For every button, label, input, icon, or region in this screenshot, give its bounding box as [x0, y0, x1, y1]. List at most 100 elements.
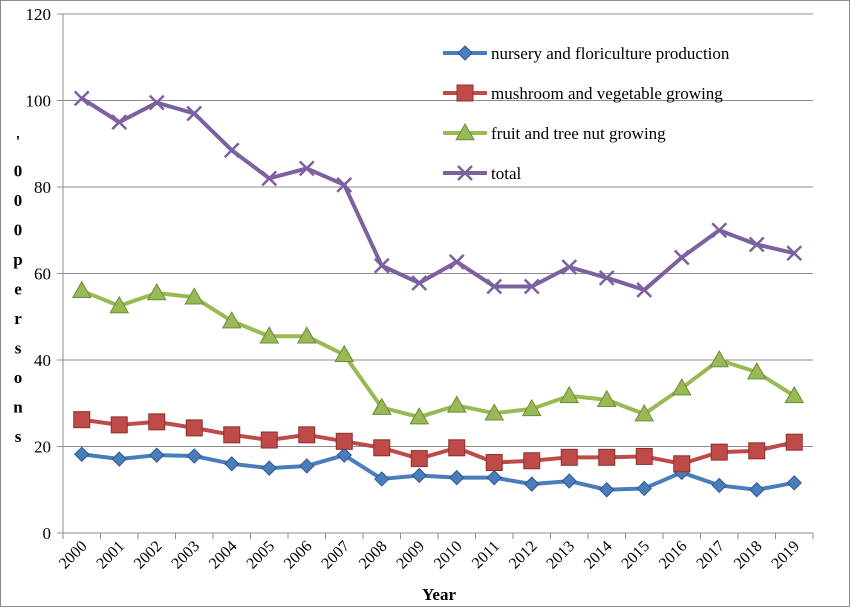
x-tick-label: 2016: [656, 538, 691, 573]
data-point: [448, 439, 466, 457]
data-point: [186, 105, 203, 122]
data-point: [786, 245, 803, 262]
data-point: [71, 280, 92, 299]
data-point: [224, 456, 240, 472]
series-total: [73, 90, 803, 298]
data-point: [486, 469, 502, 486]
legend-label: nursery and floriculture production: [491, 44, 730, 63]
x-tick-label: 2006: [281, 538, 316, 573]
data-point: [373, 257, 390, 274]
data-point: [259, 326, 280, 344]
x-tick-label: 2013: [543, 538, 578, 573]
x-tick-label: 2008: [356, 538, 391, 573]
y-axis-title-char: ': [16, 132, 21, 151]
x-tick-label: 2001: [93, 538, 128, 573]
data-point: [298, 160, 315, 177]
y-tick-labels: 0 20 40 60 80 100 120: [26, 5, 52, 543]
x-tick-label: 2007: [318, 538, 353, 573]
data-point: [110, 416, 128, 434]
data-point: [671, 378, 692, 396]
x-tick-label: 2004: [206, 538, 241, 573]
data-point: [748, 442, 766, 460]
data-point: [411, 467, 427, 484]
series-nursery-and-floriculture-production: [74, 446, 802, 498]
data-point: [599, 482, 615, 498]
data-point: [111, 114, 128, 131]
legend-label: mushroom and vegetable growing: [491, 84, 723, 103]
data-point: [635, 447, 653, 465]
y-axis-title-char: n: [13, 398, 23, 417]
data-point: [74, 446, 90, 462]
data-point: [334, 344, 355, 363]
x-tick-label: 2011: [469, 538, 503, 572]
data-point: [296, 326, 317, 344]
data-point: [373, 439, 391, 457]
legend-label: total: [491, 164, 521, 183]
x-tick-label: 2003: [168, 538, 203, 573]
y-axis-title-char: p: [13, 250, 22, 269]
y-axis-title-char: r: [14, 309, 22, 328]
axes: [57, 13, 814, 539]
data-point: [409, 407, 430, 425]
data-point: [446, 395, 467, 413]
legend-label: fruit and tree nut growing: [491, 124, 666, 143]
data-point: [410, 450, 428, 468]
y-tick-label: 120: [26, 5, 52, 24]
data-point: [711, 477, 727, 494]
data-point: [449, 469, 465, 486]
data-point: [561, 259, 578, 275]
y-axis-title-char: 0: [14, 162, 23, 181]
data-point: [448, 253, 465, 270]
data-point: [109, 295, 130, 314]
series-line: [79, 288, 797, 420]
data-point: [261, 170, 278, 187]
x-tick-label: 2009: [393, 538, 428, 573]
data-point: [221, 311, 242, 329]
x-tick-label: 2010: [431, 538, 466, 573]
data-point: [709, 349, 730, 368]
legend-entry: mushroom and vegetable growing: [443, 84, 723, 103]
x-tick-label: 2014: [581, 538, 616, 573]
x-tick-label: 2019: [768, 538, 803, 573]
legend: nursery and floriculture production mushr…: [443, 44, 730, 183]
data-point: [673, 249, 690, 266]
x-tick-label: 2017: [693, 538, 728, 573]
data-point: [636, 282, 653, 298]
legend-marker: [456, 84, 474, 102]
data-point: [598, 269, 615, 286]
data-point: [298, 426, 316, 444]
data-point: [336, 447, 352, 463]
data-point: [486, 278, 503, 295]
data-point: [73, 90, 90, 107]
y-tick-label: 20: [34, 438, 51, 457]
series-fruit-and-tree-nut-growing: [71, 280, 805, 425]
data-point: [411, 275, 428, 291]
data-point: [260, 431, 278, 449]
data-point: [521, 398, 542, 417]
data-point: [374, 471, 390, 487]
data-point: [223, 142, 240, 159]
y-axis-title-char: s: [15, 339, 22, 358]
x-tick-label: 2002: [131, 538, 166, 573]
data-point: [710, 443, 728, 461]
legend-entry: nursery and floriculture production: [443, 44, 730, 63]
data-point: [786, 475, 802, 491]
legend-marker: [457, 45, 473, 61]
data-point: [186, 448, 202, 464]
series-lines: [71, 90, 805, 498]
legend-marker: [455, 122, 475, 141]
y-axis-title-char: o: [14, 368, 23, 387]
x-tick-label: 2000: [56, 538, 91, 573]
x-tick-label: 2005: [243, 538, 278, 573]
data-point: [261, 460, 277, 476]
data-point: [784, 385, 805, 404]
x-tick-labels: 2000 2001 2002 2003 2004 2005 2006 2007 2008 2009…: [56, 538, 803, 573]
y-tick-label: 60: [34, 265, 51, 284]
data-point: [185, 419, 203, 437]
series-mushroom-and-vegetable-growing: [73, 411, 803, 473]
data-point: [596, 389, 617, 408]
data-point: [524, 476, 540, 492]
